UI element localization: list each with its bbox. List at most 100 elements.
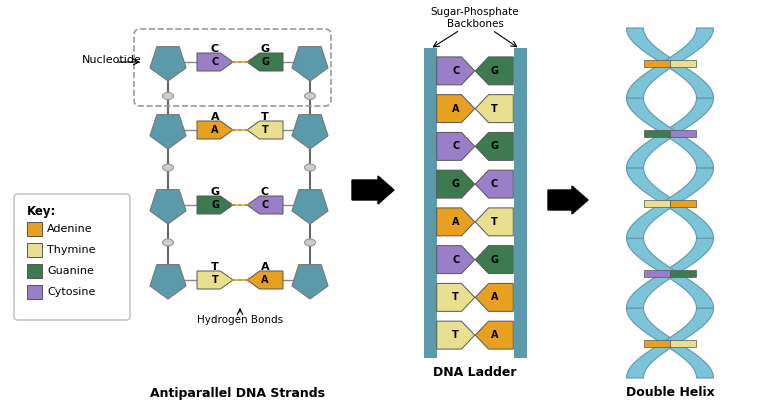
Bar	[514, 48, 527, 358]
Text: C: C	[211, 44, 219, 54]
Bar	[644, 130, 670, 136]
Text: C: C	[452, 255, 459, 265]
Text: G: G	[210, 187, 220, 197]
Polygon shape	[475, 95, 513, 123]
Bar	[670, 200, 697, 207]
Polygon shape	[197, 271, 233, 289]
Ellipse shape	[304, 164, 316, 171]
Polygon shape	[475, 284, 513, 311]
Text: Cytosine: Cytosine	[47, 287, 95, 297]
Polygon shape	[437, 170, 475, 198]
Polygon shape	[247, 121, 283, 139]
Ellipse shape	[163, 93, 174, 99]
Polygon shape	[475, 321, 513, 349]
Ellipse shape	[304, 93, 316, 99]
Polygon shape	[150, 47, 186, 81]
Polygon shape	[437, 132, 475, 160]
Polygon shape	[197, 196, 233, 214]
Text: A: A	[491, 292, 498, 302]
Text: C: C	[211, 57, 219, 67]
Polygon shape	[627, 28, 713, 98]
Text: T: T	[261, 112, 269, 122]
Text: DNA Ladder: DNA Ladder	[433, 367, 517, 379]
Text: G: G	[260, 44, 270, 54]
Bar	[670, 59, 697, 67]
FancyArrow shape	[352, 176, 394, 204]
Text: C: C	[491, 179, 498, 189]
Bar	[423, 48, 436, 358]
Text: Nucleotide: Nucleotide	[82, 55, 142, 65]
Polygon shape	[475, 246, 513, 273]
FancyBboxPatch shape	[27, 264, 42, 278]
Bar	[670, 269, 697, 277]
Polygon shape	[437, 95, 475, 123]
Bar	[644, 200, 670, 207]
Polygon shape	[437, 246, 475, 273]
Bar	[670, 340, 697, 346]
Polygon shape	[627, 168, 713, 238]
Polygon shape	[292, 265, 328, 299]
Text: T: T	[491, 217, 498, 227]
Polygon shape	[627, 308, 713, 378]
Text: Sugar-Phosphate
Backbones: Sugar-Phosphate Backbones	[431, 7, 519, 29]
Polygon shape	[475, 208, 513, 236]
Polygon shape	[437, 321, 475, 349]
Polygon shape	[475, 132, 513, 160]
Text: T: T	[452, 330, 459, 340]
Text: C: C	[452, 66, 459, 76]
Text: A: A	[210, 112, 220, 122]
Text: A: A	[491, 330, 498, 340]
Bar	[644, 59, 670, 67]
Text: G: G	[261, 57, 269, 67]
FancyBboxPatch shape	[27, 222, 42, 236]
Bar	[644, 269, 670, 277]
Text: G: G	[490, 255, 498, 265]
Polygon shape	[150, 115, 186, 149]
Text: G: G	[211, 200, 219, 210]
Polygon shape	[475, 57, 513, 85]
Polygon shape	[627, 168, 713, 238]
Polygon shape	[627, 98, 713, 168]
Text: G: G	[452, 179, 460, 189]
Polygon shape	[197, 121, 233, 139]
Text: T: T	[262, 125, 268, 135]
Text: A: A	[260, 262, 270, 272]
FancyBboxPatch shape	[27, 285, 42, 299]
FancyBboxPatch shape	[27, 243, 42, 257]
Text: G: G	[490, 142, 498, 151]
Polygon shape	[475, 170, 513, 198]
Text: T: T	[212, 275, 218, 285]
Text: A: A	[452, 103, 459, 113]
Polygon shape	[292, 47, 328, 81]
Text: C: C	[261, 187, 269, 197]
Text: C: C	[452, 142, 459, 151]
Polygon shape	[437, 208, 475, 236]
Bar	[670, 130, 697, 136]
Polygon shape	[627, 238, 713, 308]
Polygon shape	[150, 190, 186, 224]
Ellipse shape	[163, 239, 174, 246]
Polygon shape	[150, 265, 186, 299]
Text: A: A	[452, 217, 459, 227]
Text: Thymine: Thymine	[47, 245, 95, 255]
Polygon shape	[247, 196, 283, 214]
Polygon shape	[627, 98, 713, 168]
Text: C: C	[261, 200, 269, 210]
Polygon shape	[197, 53, 233, 71]
Polygon shape	[292, 190, 328, 224]
Ellipse shape	[163, 164, 174, 171]
Text: A: A	[211, 125, 219, 135]
Text: T: T	[452, 292, 459, 302]
Polygon shape	[627, 238, 713, 308]
Polygon shape	[292, 115, 328, 149]
Polygon shape	[627, 308, 713, 378]
Polygon shape	[437, 284, 475, 311]
Text: Adenine: Adenine	[47, 224, 93, 234]
Bar	[644, 340, 670, 346]
Text: T: T	[491, 103, 498, 113]
FancyBboxPatch shape	[14, 194, 130, 320]
Polygon shape	[627, 28, 713, 98]
Text: Hydrogen Bonds: Hydrogen Bonds	[197, 315, 283, 325]
Text: Double Helix: Double Helix	[626, 387, 714, 399]
Polygon shape	[247, 53, 283, 71]
